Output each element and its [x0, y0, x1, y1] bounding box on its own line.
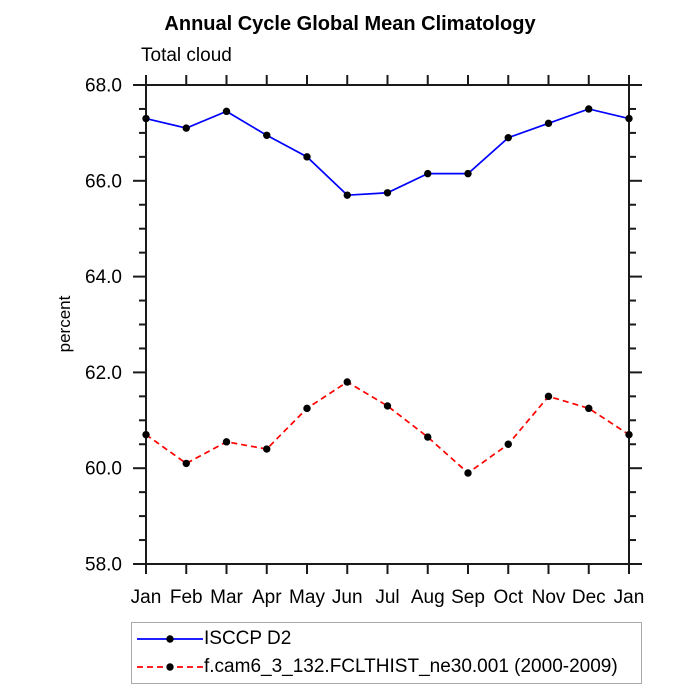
data-point: [303, 153, 311, 161]
y-tick-label: 68.0: [85, 76, 122, 97]
x-tick-label: Nov: [532, 587, 566, 608]
data-point: [263, 445, 271, 453]
data-point: [544, 119, 553, 128]
legend-label: f.cam6_3_132.FCLTHIST_ne30.001 (2000-200…: [204, 656, 618, 677]
data-point: [222, 438, 231, 446]
x-tick-label: Jan: [131, 587, 162, 608]
data-point: [182, 459, 190, 468]
legend-label: ISCCP D2: [204, 628, 292, 649]
legend: ISCCP D2 f.cam6_3_132.FCLTHIST_ne30.001 …: [131, 622, 642, 684]
y-tick-label: 66.0: [85, 171, 122, 192]
plot-frame: [145, 84, 630, 565]
legend-marker-dot: [166, 663, 174, 671]
data-point: [625, 114, 633, 123]
y-tick-label: 60.0: [85, 459, 122, 480]
x-tick-label: Sep: [451, 587, 485, 608]
y-tick-label: 62.0: [85, 363, 122, 384]
legend-line-sample-dashed: [137, 663, 203, 671]
data-point: [303, 404, 311, 413]
x-tick-label: Mar: [210, 587, 243, 608]
data-point: [464, 469, 472, 477]
x-tick-label: Dec: [572, 587, 606, 608]
chart-title: Annual Cycle Global Mean Climatology: [164, 13, 536, 35]
data-point: [383, 402, 392, 410]
data-point: [424, 169, 432, 178]
chart-subtitle: Total cloud: [141, 45, 232, 66]
legend-item-isccp: ISCCP D2: [132, 625, 641, 653]
x-tick-label: Jan: [614, 587, 645, 608]
legend-line-sample-solid: [137, 635, 203, 643]
x-tick-label: Aug: [411, 587, 445, 608]
data-point: [182, 124, 190, 132]
data-point: [263, 131, 271, 139]
data-point: [424, 433, 432, 441]
data-point: [504, 133, 512, 142]
data-point: [544, 392, 553, 401]
x-tick-label: Apr: [252, 587, 282, 608]
x-tick-label: Oct: [493, 587, 523, 608]
data-point: [142, 430, 150, 439]
y-axis-title: percent: [55, 295, 74, 352]
x-tick-label: Jun: [332, 587, 363, 608]
x-tick-label: Feb: [170, 587, 203, 608]
y-tick-label: 58.0: [85, 555, 122, 576]
data-point: [504, 440, 512, 448]
data-point: [585, 105, 593, 113]
data-point: [383, 189, 392, 197]
y-tick-label: 64.0: [85, 267, 122, 288]
series-line-0: [145, 108, 630, 197]
data-point: [343, 191, 351, 199]
data-point: [222, 107, 231, 116]
data-point: [142, 114, 150, 123]
x-tick-label: Jul: [375, 587, 399, 608]
series-line-1: [145, 380, 630, 475]
data-point: [585, 404, 593, 413]
x-tick-label: May: [289, 587, 325, 608]
data-point: [625, 430, 633, 439]
legend-marker-dot: [166, 635, 174, 643]
legend-item-model: f.cam6_3_132.FCLTHIST_ne30.001 (2000-200…: [132, 653, 641, 681]
data-point: [343, 378, 351, 386]
data-point: [464, 169, 472, 178]
